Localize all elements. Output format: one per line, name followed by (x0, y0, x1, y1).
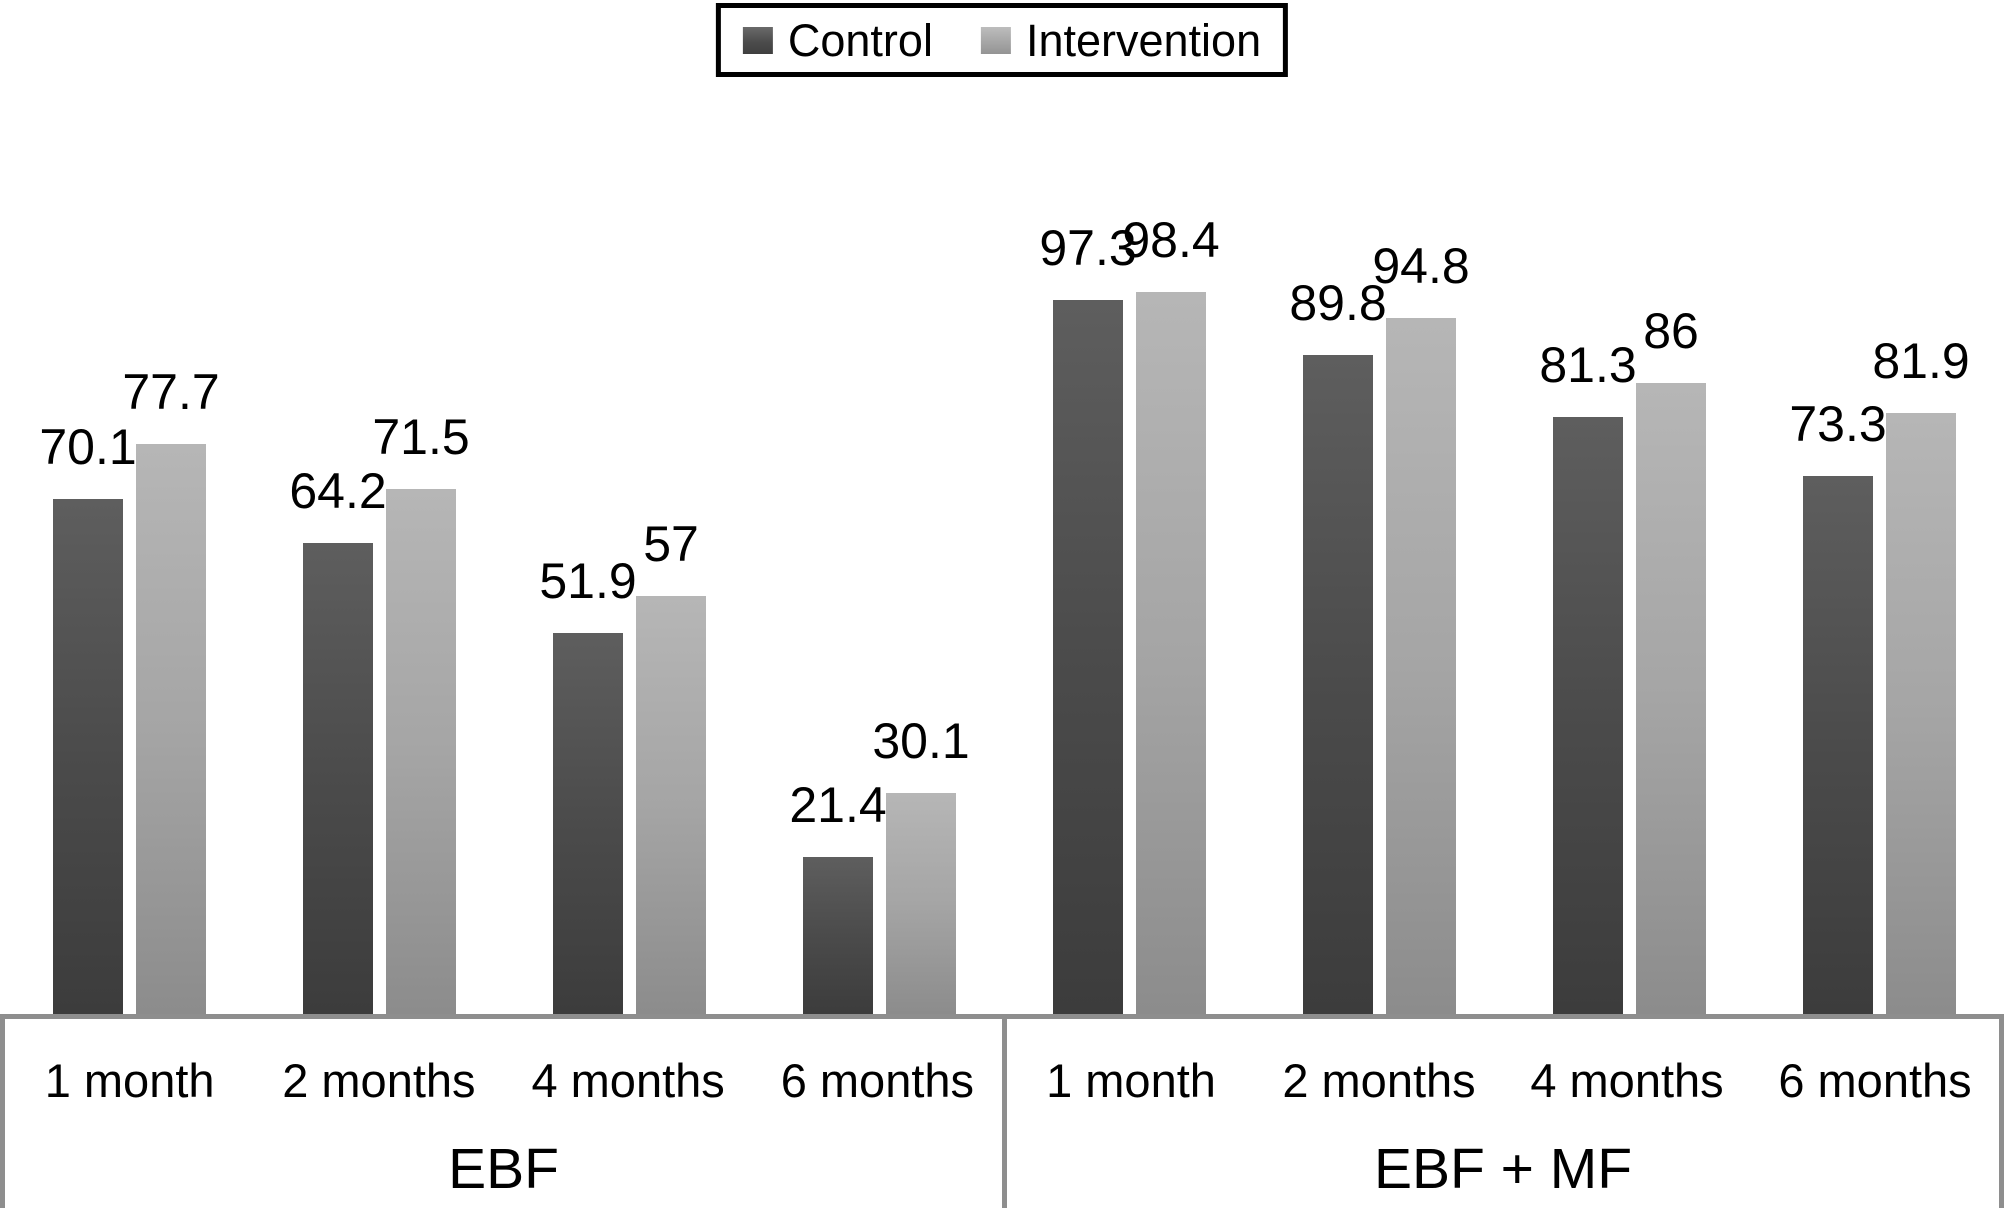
intervention-swatch-icon (980, 26, 1011, 54)
category-label: 4 months (1530, 1054, 1724, 1107)
bar-column-control: 21.4 (789, 780, 887, 1014)
category-label: 4 months (531, 1054, 725, 1107)
bar-column-intervention: 71.5 (372, 412, 470, 1014)
chart-legend: Control Intervention (715, 3, 1289, 77)
bar-control (1803, 475, 1873, 1014)
value-label: 21.4 (789, 776, 887, 833)
bar-column-control: 70.1 (39, 422, 137, 1014)
bar-control (1303, 354, 1373, 1014)
bar-control (803, 856, 873, 1014)
category-row: 1 month 2 months 4 months 6 months (1007, 1055, 1999, 1107)
bar-intervention (1386, 318, 1456, 1014)
bar-column-control: 64.2 (289, 466, 387, 1014)
group-label-ebf: EBF (448, 1136, 559, 1201)
bar-intervention (636, 595, 706, 1014)
category-label: 2 months (282, 1054, 476, 1107)
value-label: 77.7 (122, 363, 220, 420)
category-label: 6 months (780, 1054, 975, 1107)
bar-control (553, 633, 623, 1014)
bar-control (1053, 299, 1123, 1014)
bar-column-control: 51.9 (539, 556, 637, 1014)
bar-intervention (886, 793, 956, 1014)
bar-column-intervention: 86 (1636, 306, 1706, 1014)
legend-label-control: Control (787, 14, 933, 66)
category-label: 1 month (44, 1054, 215, 1107)
plot-area: 70.1 64.2 51.9 21.4 77.7 71.5 57 30.1 97.3 89.8 81… (39, 215, 1970, 1014)
x-axis: 1 month 2 months 4 months 6 months EBF 1… (0, 1014, 2004, 1208)
value-label: 51.9 (539, 553, 637, 610)
legend-item-intervention: Intervention (980, 14, 1262, 66)
bar-column-control: 89.8 (1289, 278, 1387, 1014)
category-row: 1 month 2 months 4 months 6 months (5, 1055, 1002, 1107)
bar-column-control: 97.3 (1039, 223, 1137, 1014)
bar-intervention (1886, 412, 1956, 1014)
value-label: 57 (643, 515, 699, 572)
bar-intervention (1136, 291, 1206, 1014)
bar-intervention (386, 489, 456, 1014)
category-label: 1 month (1046, 1054, 1216, 1107)
bar-control (53, 499, 123, 1014)
value-label: 30.1 (872, 713, 970, 770)
value-label: 86 (1643, 302, 1699, 359)
value-label: 81.3 (1539, 337, 1637, 394)
legend-item-control: Control (742, 14, 933, 66)
bar-column-control: 73.3 (1789, 399, 1887, 1014)
value-label: 89.8 (1289, 274, 1387, 331)
value-label: 81.9 (1872, 332, 1970, 389)
bar-control (1553, 417, 1623, 1014)
bar-column-intervention: 57 (636, 519, 706, 1014)
axis-group-ebf-mf: 1 month 2 months 4 months 6 months EBF +… (1002, 1019, 2004, 1208)
value-label: 73.3 (1789, 395, 1887, 452)
bar-control (303, 542, 373, 1014)
value-label: 71.5 (372, 409, 470, 466)
value-label: 97.3 (1039, 219, 1137, 276)
category-label: 6 months (1778, 1054, 1972, 1107)
bar-intervention (136, 443, 206, 1014)
bar-column-control: 81.3 (1539, 340, 1637, 1014)
bar-column-intervention: 98.4 (1122, 215, 1220, 1014)
bar-column-intervention: 30.1 (872, 716, 970, 1014)
value-label: 94.8 (1372, 238, 1470, 295)
value-label: 64.2 (289, 462, 387, 519)
category-label: 2 months (1282, 1054, 1476, 1107)
bar-intervention (1636, 382, 1706, 1014)
value-label: 98.4 (1122, 211, 1220, 268)
control-swatch-icon (742, 26, 773, 54)
bar-column-intervention: 77.7 (122, 367, 220, 1014)
group-label-ebf-mf: EBF + MF (1373, 1136, 1633, 1201)
legend-label-intervention: Intervention (1025, 14, 1262, 66)
bar-column-intervention: 94.8 (1372, 241, 1470, 1014)
axis-group-ebf: 1 month 2 months 4 months 6 months EBF (0, 1019, 1002, 1208)
bar-column-intervention: 81.9 (1872, 336, 1970, 1014)
value-label: 70.1 (39, 419, 137, 476)
